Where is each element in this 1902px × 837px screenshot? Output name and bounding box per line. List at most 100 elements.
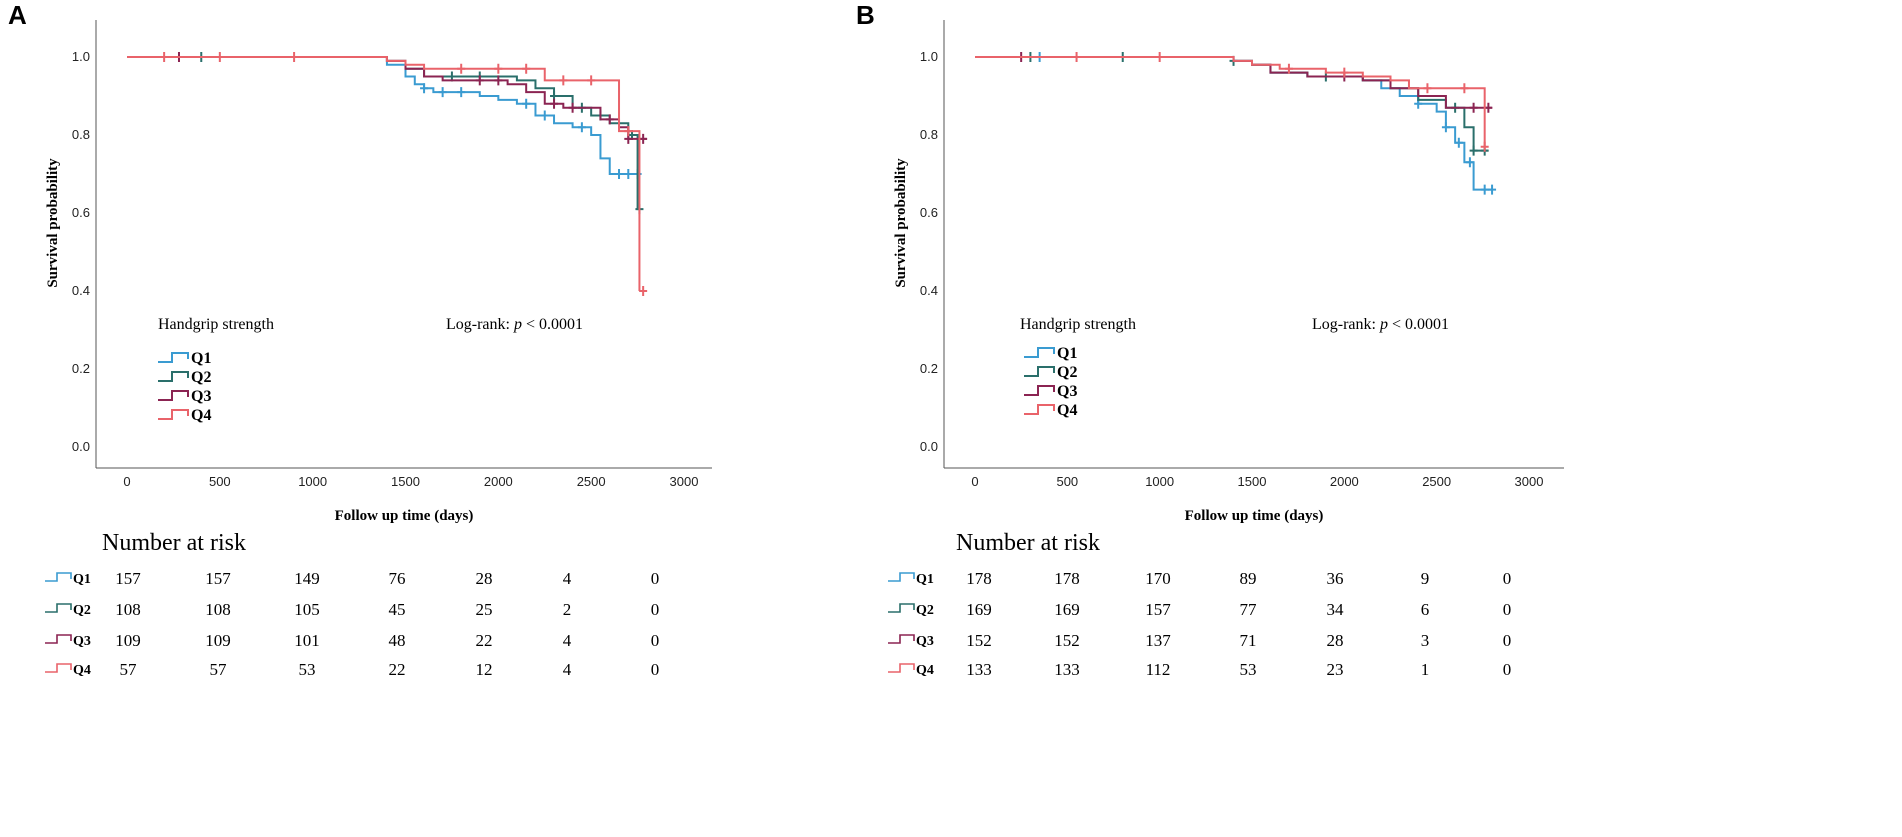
risk-cell: 0 bbox=[651, 600, 660, 619]
risk-cell: 1 bbox=[1421, 660, 1430, 679]
log-rank-prefix: Log-rank: bbox=[1312, 316, 1380, 333]
risk-row-swatch-q4 bbox=[45, 663, 72, 673]
censor-mark-q1 bbox=[457, 87, 466, 98]
y-tick-label: 1.0 bbox=[920, 49, 938, 64]
risk-cell: 6 bbox=[1421, 600, 1430, 619]
censor-mark-q4 bbox=[587, 75, 596, 86]
panel-a: A0.00.20.40.60.81.00 500 1000 1500 2000 2500 3… bbox=[8, 0, 712, 679]
risk-cell: 0 bbox=[1503, 660, 1512, 679]
risk-cell: 34 bbox=[1327, 600, 1345, 619]
y-tick-label: 0.4 bbox=[920, 283, 938, 298]
censor-mark-q2 bbox=[1469, 145, 1478, 156]
censor-mark-q1 bbox=[540, 110, 549, 121]
risk-cell: 108 bbox=[115, 600, 141, 619]
risk-cell: 57 bbox=[120, 660, 138, 679]
risk-table-title: Number at risk bbox=[956, 530, 1100, 556]
censor-mark-q1 bbox=[1454, 137, 1463, 148]
censor-mark-q3 bbox=[494, 75, 503, 86]
panel-b: B0.00.20.40.60.81.00 500 1000 1500 2000 2500 3… bbox=[856, 0, 1564, 679]
legend-swatch-q2 bbox=[1024, 366, 1055, 377]
x-tick-label: 1000 bbox=[298, 474, 327, 489]
censor-mark-q1 bbox=[1441, 122, 1450, 133]
censor-mark-q4 bbox=[1480, 141, 1489, 152]
legend-label-q1: Q1 bbox=[191, 350, 211, 367]
legend-label-q4: Q4 bbox=[191, 407, 211, 424]
y-tick-label: 0.0 bbox=[920, 439, 938, 454]
legend-label-q1: Q1 bbox=[1057, 345, 1077, 362]
risk-cell: 25 bbox=[476, 600, 493, 619]
y-tick-label: 0.2 bbox=[920, 361, 938, 376]
risk-cell: 149 bbox=[294, 569, 320, 588]
log-rank-p: p bbox=[513, 316, 522, 333]
censor-mark-q4 bbox=[1155, 52, 1164, 62]
log-rank-value: < 0.0001 bbox=[522, 316, 583, 333]
legend-swatch-q3 bbox=[1024, 385, 1055, 396]
censor-mark-q3 bbox=[550, 98, 559, 109]
risk-cell: 109 bbox=[115, 631, 141, 650]
risk-cell: 45 bbox=[389, 600, 406, 619]
risk-cell: 53 bbox=[299, 660, 316, 679]
risk-row-swatch-q1 bbox=[45, 572, 72, 582]
risk-cell: 0 bbox=[651, 569, 660, 588]
x-tick-label: 2000 bbox=[484, 474, 513, 489]
risk-cell: 0 bbox=[1503, 631, 1512, 650]
risk-row-label: Q3 bbox=[73, 634, 91, 649]
legend-swatch-q4 bbox=[158, 409, 189, 420]
censor-mark-q1 bbox=[1465, 157, 1474, 168]
log-rank-annotation: Log-rank: p < 0.0001 bbox=[1312, 316, 1449, 333]
log-rank-prefix: Log-rank: bbox=[446, 316, 514, 333]
censor-mark-q3 bbox=[639, 133, 648, 144]
censor-mark-q3 bbox=[475, 75, 484, 86]
risk-cell: 36 bbox=[1327, 569, 1344, 588]
y-tick-label: 0.6 bbox=[920, 205, 938, 220]
risk-cell: 57 bbox=[210, 660, 228, 679]
risk-cell: 53 bbox=[1240, 660, 1257, 679]
censor-mark-q3 bbox=[605, 114, 614, 125]
risk-cell: 12 bbox=[476, 660, 493, 679]
risk-row-label: Q2 bbox=[73, 603, 91, 618]
censor-mark-q4 bbox=[1072, 52, 1081, 62]
y-tick-label: 0.8 bbox=[920, 127, 938, 142]
censor-mark-q1 bbox=[577, 122, 586, 133]
risk-cell: 108 bbox=[205, 600, 231, 619]
y-tick-label: 1.0 bbox=[72, 49, 90, 64]
x-tick-label: 1500 bbox=[1238, 474, 1267, 489]
risk-cell: 152 bbox=[1054, 631, 1080, 650]
risk-table-title: Number at risk bbox=[102, 530, 246, 556]
legend-label-q4: Q4 bbox=[1057, 402, 1077, 419]
log-rank-p: p bbox=[1379, 316, 1388, 333]
x-tick-label: 1000 bbox=[1145, 474, 1174, 489]
risk-cell: 105 bbox=[294, 600, 320, 619]
censor-mark-q1 bbox=[615, 169, 624, 179]
censor-mark-q1 bbox=[438, 87, 447, 98]
risk-cell: 178 bbox=[1054, 569, 1080, 588]
censor-mark-q1 bbox=[522, 98, 531, 109]
risk-cell: 170 bbox=[1145, 569, 1171, 588]
risk-row-label: Q4 bbox=[73, 663, 91, 678]
censor-mark-q4 bbox=[1423, 83, 1432, 94]
legend-title: Handgrip strength bbox=[158, 316, 274, 333]
risk-cell: 28 bbox=[476, 569, 493, 588]
y-tick-label: 0.8 bbox=[72, 127, 90, 142]
risk-cell: 4 bbox=[563, 631, 572, 650]
risk-row-swatch-q3 bbox=[888, 634, 915, 644]
risk-cell: 133 bbox=[1054, 660, 1080, 679]
risk-cell: 137 bbox=[1145, 631, 1171, 650]
x-axis-label: Follow up time (days) bbox=[1185, 508, 1324, 524]
censor-mark-q3 bbox=[1484, 102, 1493, 113]
risk-cell: 0 bbox=[651, 660, 660, 679]
legend-swatch-q1 bbox=[1024, 347, 1055, 358]
risk-cell: 0 bbox=[651, 631, 660, 650]
x-tick-label: 0 bbox=[123, 474, 130, 489]
risk-cell: 157 bbox=[115, 569, 141, 588]
censor-mark-q3 bbox=[1469, 102, 1478, 113]
risk-row-swatch-q2 bbox=[45, 603, 72, 613]
survival-curve-q1 bbox=[127, 56, 638, 175]
x-axis-label: Follow up time (days) bbox=[335, 508, 474, 524]
risk-row-label: Q2 bbox=[916, 603, 934, 618]
risk-cell: 22 bbox=[476, 631, 493, 650]
risk-cell: 178 bbox=[966, 569, 992, 588]
censor-mark-q1 bbox=[420, 83, 429, 94]
risk-row-swatch-q3 bbox=[45, 634, 72, 644]
censor-mark-q4 bbox=[639, 286, 648, 296]
